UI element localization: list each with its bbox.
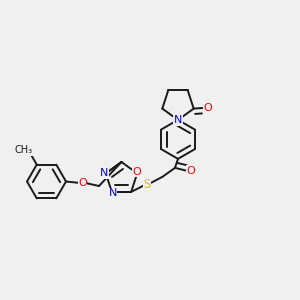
Text: N: N: [100, 168, 108, 178]
Text: N: N: [109, 188, 117, 198]
Text: CH₃: CH₃: [15, 145, 33, 155]
Text: O: O: [133, 167, 142, 177]
Text: O: O: [186, 166, 195, 176]
Text: O: O: [204, 103, 212, 113]
Text: O: O: [78, 178, 87, 188]
Text: N: N: [174, 115, 182, 125]
Text: S: S: [143, 178, 151, 191]
